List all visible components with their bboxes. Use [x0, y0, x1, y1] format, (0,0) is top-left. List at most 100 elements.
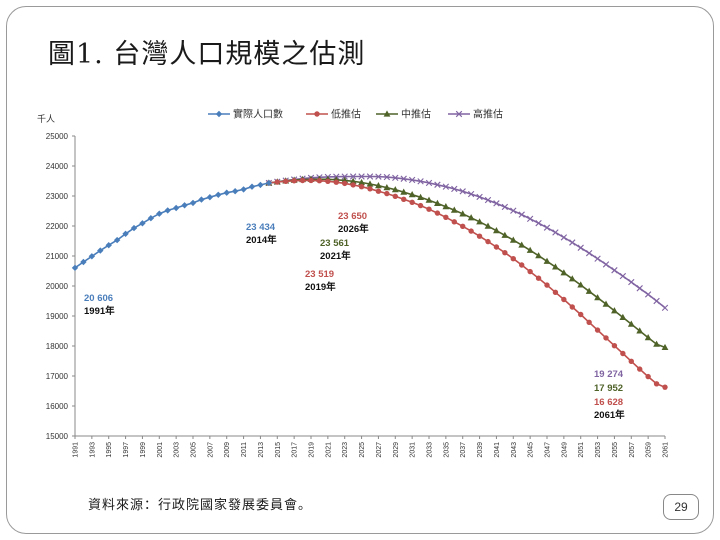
- data-point: [350, 182, 356, 188]
- x-tick-label: 2051: [578, 442, 585, 458]
- annotation-year: 1991年: [84, 305, 115, 317]
- data-point: [535, 252, 542, 259]
- data-point: [460, 223, 466, 229]
- x-tick-label: 2061: [663, 442, 670, 458]
- data-point: [644, 291, 652, 298]
- data-point: [467, 214, 475, 221]
- data-point: [349, 173, 357, 180]
- x-tick-label: 2015: [275, 442, 282, 458]
- data-point: [392, 193, 398, 199]
- data-point: [283, 178, 289, 184]
- data-point: [434, 210, 441, 216]
- x-tick-label: 2037: [460, 442, 467, 458]
- y-tick-label: 20000: [46, 282, 69, 291]
- annotation-year: 2021年: [320, 250, 351, 262]
- data-point: [383, 110, 391, 117]
- y-tick-label: 22000: [46, 222, 69, 231]
- data-point: [147, 215, 155, 222]
- y-tick-label: 21000: [46, 252, 69, 261]
- annotation-value: 23 650: [338, 211, 367, 222]
- x-tick-label: 2027: [376, 442, 383, 458]
- data-point: [476, 218, 483, 225]
- data-point: [425, 179, 433, 187]
- x-tick-label: 2033: [427, 442, 434, 458]
- data-point: [535, 275, 542, 281]
- data-point: [560, 269, 568, 276]
- data-point: [577, 244, 584, 251]
- data-point: [586, 319, 592, 325]
- data-point: [552, 289, 559, 295]
- x-tick-label: 1995: [106, 442, 113, 458]
- data-point: [568, 275, 576, 282]
- x-tick-label: 2057: [629, 442, 636, 458]
- y-tick-label: 25000: [46, 132, 69, 141]
- data-point: [544, 282, 550, 288]
- data-point: [215, 110, 223, 118]
- data-point: [468, 228, 474, 234]
- data-point: [594, 255, 601, 262]
- annotation-year: 2019年: [305, 281, 336, 293]
- data-point: [518, 241, 526, 248]
- data-point: [451, 185, 458, 193]
- data-point: [527, 268, 533, 275]
- x-tick-label: 2023: [342, 442, 349, 458]
- x-tick-label: 2053: [595, 442, 602, 458]
- data-point: [459, 210, 467, 217]
- data-point: [594, 327, 601, 333]
- data-point: [409, 199, 415, 205]
- data-point: [113, 236, 121, 244]
- data-point: [518, 211, 525, 218]
- data-point: [443, 214, 449, 220]
- data-point: [569, 239, 576, 246]
- data-point: [653, 381, 660, 387]
- series-high: [265, 173, 669, 311]
- y-tick-label: 18000: [46, 342, 69, 351]
- data-point: [223, 189, 230, 196]
- data-point: [172, 204, 180, 212]
- data-point: [628, 358, 634, 364]
- data-point: [231, 188, 239, 195]
- y-tick-label: 19000: [46, 312, 69, 321]
- x-tick-label: 2035: [443, 442, 450, 458]
- annotation-value: 20 606: [84, 293, 113, 304]
- data-point: [375, 188, 382, 194]
- x-tick-label: 2041: [494, 442, 501, 458]
- x-tick-label: 1997: [123, 442, 130, 458]
- data-point: [401, 196, 407, 202]
- data-point: [645, 373, 651, 380]
- data-point: [417, 178, 424, 185]
- annotation-5: 19 274: [594, 369, 624, 380]
- data-point: [392, 174, 399, 182]
- x-tick-label: 2013: [258, 442, 265, 458]
- data-point: [442, 203, 450, 210]
- data-point: [130, 224, 138, 232]
- data-point: [502, 250, 508, 256]
- data-point: [341, 173, 348, 180]
- data-point: [105, 242, 112, 249]
- data-point: [661, 304, 669, 311]
- data-point: [484, 222, 492, 229]
- data-point: [451, 219, 457, 225]
- x-tick-label: 2039: [477, 442, 484, 458]
- data-point: [139, 220, 146, 227]
- data-point: [383, 173, 391, 181]
- x-tick-label: 2045: [528, 442, 535, 458]
- data-point: [314, 111, 320, 117]
- data-point: [248, 183, 256, 190]
- data-point: [434, 181, 441, 188]
- data-point: [442, 183, 450, 190]
- legend-item-medium: 中推估: [376, 108, 431, 121]
- data-point: [122, 230, 129, 237]
- data-point: [519, 262, 525, 268]
- x-tick-label: 1991: [73, 442, 80, 458]
- data-point: [240, 186, 247, 193]
- data-point: [316, 178, 323, 184]
- data-point: [493, 227, 500, 234]
- y-tick-label: 17000: [46, 372, 69, 381]
- data-point: [299, 177, 306, 184]
- legend-item-low: 低推估: [306, 108, 361, 121]
